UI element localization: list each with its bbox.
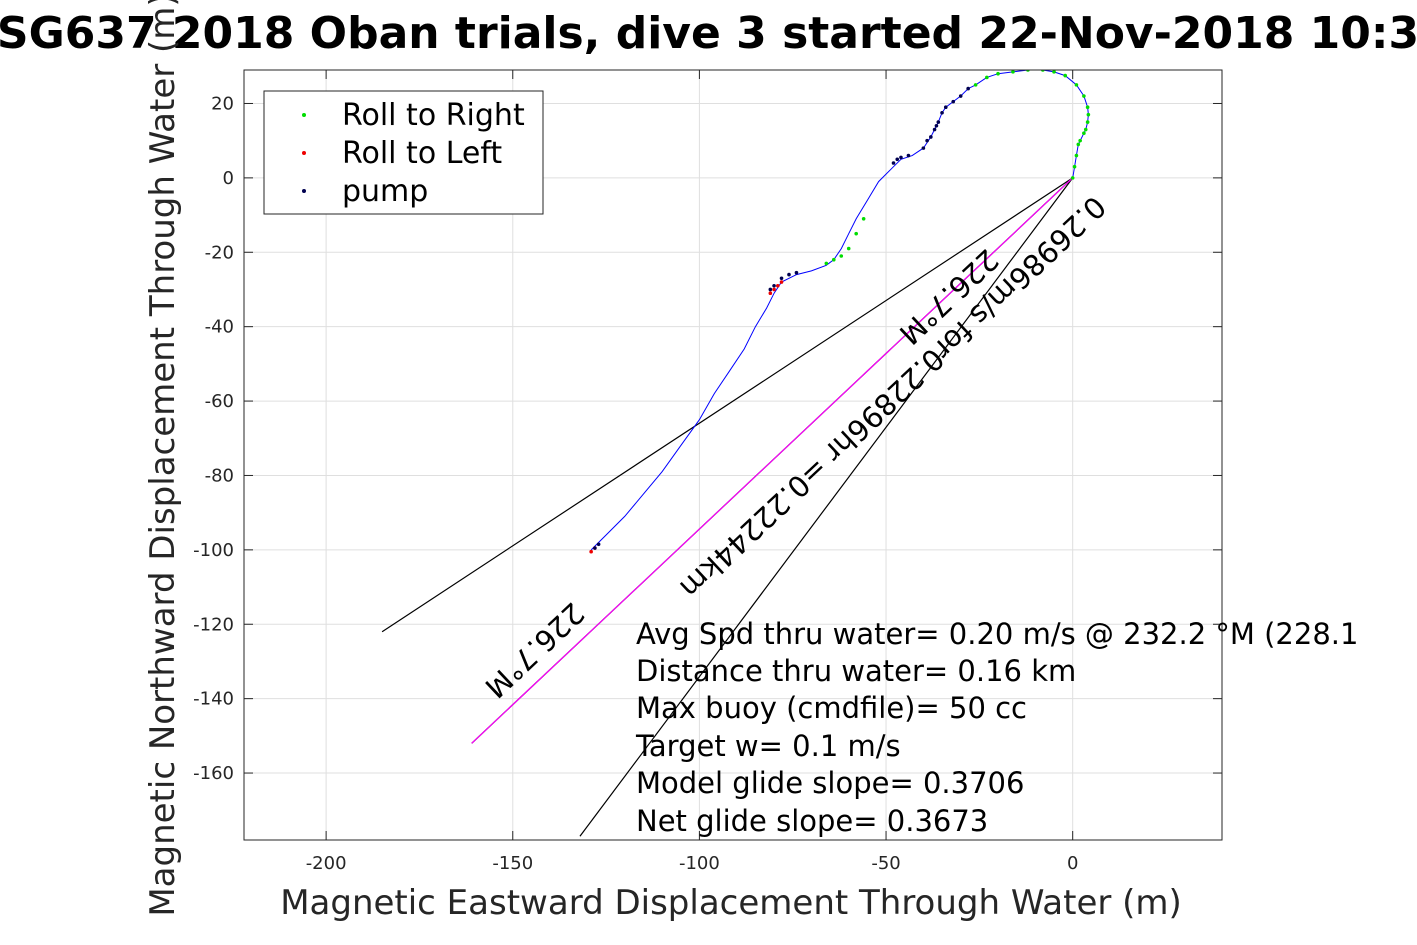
roll-right-point xyxy=(824,261,829,266)
pump-point xyxy=(593,546,597,550)
pump-point xyxy=(891,161,896,165)
pump-point xyxy=(787,272,791,277)
pump-point xyxy=(966,86,970,91)
annotation-model-glide: Model glide slope= 0.3706 xyxy=(636,766,1024,800)
y-tick-label: -120 xyxy=(193,614,234,635)
roll-right-point xyxy=(985,75,989,80)
roll-right-point xyxy=(1074,153,1079,158)
x-tick-label: -100 xyxy=(679,853,720,874)
pump-point xyxy=(934,123,939,128)
y-tick-label: -140 xyxy=(193,689,234,710)
roll-right-point xyxy=(1078,138,1082,143)
roll-left-point xyxy=(772,287,776,292)
y-tick-label: -20 xyxy=(205,242,234,263)
roll-left-point xyxy=(768,291,773,295)
roll-right-point xyxy=(854,231,858,236)
legend: Roll to Right Roll to Left pump xyxy=(263,90,544,215)
legend-marker-roll-left xyxy=(302,151,306,155)
roll-right-point xyxy=(1086,112,1091,117)
chart-title: SG637 2018 Oban trials, dive 3 started 2… xyxy=(0,8,1417,59)
pump-point xyxy=(921,146,926,150)
x-tick-label: -200 xyxy=(306,853,347,874)
roll-left-point xyxy=(775,283,780,288)
roll-right-point xyxy=(973,83,978,87)
legend-marker-roll-right xyxy=(302,113,306,117)
pump-point xyxy=(943,105,948,109)
roll-right-point xyxy=(1011,70,1015,74)
pump-point xyxy=(794,270,799,275)
annotation-avg-speed: Avg Spd thru water= 0.20 m/s @ 232.2 °M … xyxy=(636,617,1358,651)
pump-point xyxy=(899,155,903,160)
x-tick-label: 0 xyxy=(1067,853,1078,874)
legend-marker-pump xyxy=(302,189,306,193)
roll-right-point xyxy=(1074,83,1079,87)
pump-point xyxy=(929,135,933,139)
roll-right-point xyxy=(996,71,1000,76)
x-axis-label: Magnetic Eastward Displacement Through W… xyxy=(280,883,1182,923)
reference-line xyxy=(579,177,1074,837)
annotation-net-glide: Net glide slope= 0.3673 xyxy=(636,804,988,838)
data-layer xyxy=(381,70,1091,837)
roll-right-point xyxy=(831,257,836,262)
annotation-target-w: Target w= 0.1 m/s xyxy=(635,729,901,763)
roll-right-point xyxy=(1082,94,1086,98)
pump-point xyxy=(596,542,601,547)
y-tick-label: 20 xyxy=(211,93,234,114)
reference-line xyxy=(471,177,1074,744)
pump-point xyxy=(906,153,911,158)
legend-label-pump: pump xyxy=(342,174,428,209)
legend-label-roll-left: Roll to Left xyxy=(342,136,502,171)
pump-point xyxy=(779,276,784,281)
tick-layer: -200 -150 -100 -50 0 20 0 -20 -40 -60 -80 -100 -120 -… xyxy=(193,70,1222,874)
x-tick-label: -150 xyxy=(492,853,533,874)
roll-right-point xyxy=(846,246,851,251)
roll-right-point xyxy=(839,254,844,258)
x-tick-label: -50 xyxy=(871,853,900,874)
roll-right-point xyxy=(1083,127,1088,132)
roll-right-point xyxy=(1076,142,1081,147)
pump-point xyxy=(925,138,929,143)
y-axis-label: Magnetic Northward Displacement Through … xyxy=(143,0,183,917)
y-tick-label: -100 xyxy=(193,540,234,561)
y-tick-label: -160 xyxy=(193,763,234,784)
y-tick-label: -40 xyxy=(205,317,234,338)
y-tick-label: -60 xyxy=(205,391,234,412)
roll-right-point xyxy=(1070,176,1075,180)
legend-label-roll-right: Roll to Right xyxy=(342,98,525,133)
pump-point xyxy=(768,287,773,292)
roll-right-point xyxy=(1082,131,1086,136)
roll-right-point xyxy=(1063,73,1068,78)
annotation-block: Avg Spd thru water= 0.20 m/s @ 232.2 °M … xyxy=(635,617,1358,838)
roll-right-point xyxy=(1072,164,1077,169)
pump-point xyxy=(936,120,941,124)
y-tick-label: 0 xyxy=(223,168,234,189)
annotation-distance: Distance thru water= 0.16 km xyxy=(636,654,1076,688)
legend-box xyxy=(263,90,544,215)
pump-point xyxy=(895,157,900,162)
reference-line xyxy=(381,177,1074,633)
pump-point xyxy=(940,110,944,115)
annotation-max-buoy: Max buoy (cmdfile)= 50 cc xyxy=(636,691,1027,725)
pump-point xyxy=(958,94,963,98)
pump-point xyxy=(951,99,956,104)
roll-right-point xyxy=(1052,70,1056,74)
roll-left-point xyxy=(779,280,784,284)
roll-right-point xyxy=(1085,120,1090,124)
roll-right-point xyxy=(861,216,866,221)
roll-left-point xyxy=(589,549,593,554)
y-tick-label: -80 xyxy=(205,465,234,486)
roll-right-point xyxy=(1085,105,1090,109)
plot-frame xyxy=(243,69,1223,841)
pump-point xyxy=(772,283,776,288)
pump-point xyxy=(932,127,937,132)
